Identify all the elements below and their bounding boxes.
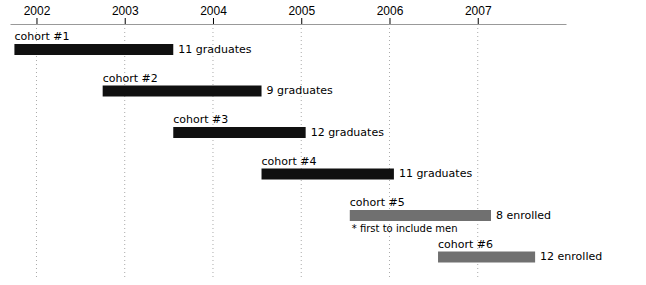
bar [262, 169, 394, 180]
tick-label: 2004 [200, 4, 227, 18]
grid-line [389, 24, 390, 277]
tick-label: 2003 [112, 4, 139, 18]
category-label: cohort #2 [103, 72, 158, 85]
axis-line [11, 24, 567, 25]
bar [103, 86, 262, 97]
tick-label: 2002 [24, 4, 51, 18]
bar [14, 44, 173, 55]
tick-label: 2006 [377, 4, 404, 18]
grid-line [124, 24, 125, 277]
bar [350, 210, 491, 221]
x-axis: 2002 2003 2004 2005 2006 2007 [11, 4, 567, 25]
labels: cohort #1 11 graduates cohort #2 9 graduate… [14, 30, 602, 263]
grid [36, 24, 477, 277]
annotation: 11 graduates [178, 43, 252, 56]
tick: 2007 [465, 4, 492, 24]
bars [14, 44, 535, 263]
annotation: 9 graduates [267, 84, 334, 97]
tick: 2005 [288, 4, 315, 24]
tick: 2003 [112, 4, 139, 24]
grid-line [36, 24, 37, 277]
annotation: 12 enrolled [540, 250, 602, 263]
annotation: 12 graduates [311, 126, 385, 139]
grid-line [212, 24, 213, 277]
tick-label: 2005 [288, 4, 315, 18]
tick-mark [389, 18, 390, 24]
tick-label: 2007 [465, 4, 492, 18]
category-label: cohort #1 [14, 30, 69, 43]
tick-mark [36, 18, 37, 24]
chart: 2002 2003 2004 2005 2006 2007 cohort #1 11 grad… [0, 0, 646, 285]
category-label: cohort #3 [173, 113, 228, 126]
tick: 2006 [377, 4, 404, 24]
annotation: 11 graduates [399, 167, 473, 180]
grid-line [301, 24, 302, 277]
tick: 2004 [200, 4, 227, 24]
tick: 2002 [24, 4, 51, 24]
note: * first to include men [352, 223, 458, 234]
category-label: cohort #5 [350, 196, 405, 209]
tick-mark [478, 18, 479, 24]
bar [438, 252, 535, 263]
tick-mark [301, 18, 302, 24]
category-label: cohort #6 [438, 238, 493, 251]
bar [173, 127, 305, 138]
tick-mark [125, 18, 126, 24]
category-label: cohort #4 [262, 155, 317, 168]
annotation: 8 enrolled [496, 209, 551, 222]
tick-mark [213, 18, 214, 24]
